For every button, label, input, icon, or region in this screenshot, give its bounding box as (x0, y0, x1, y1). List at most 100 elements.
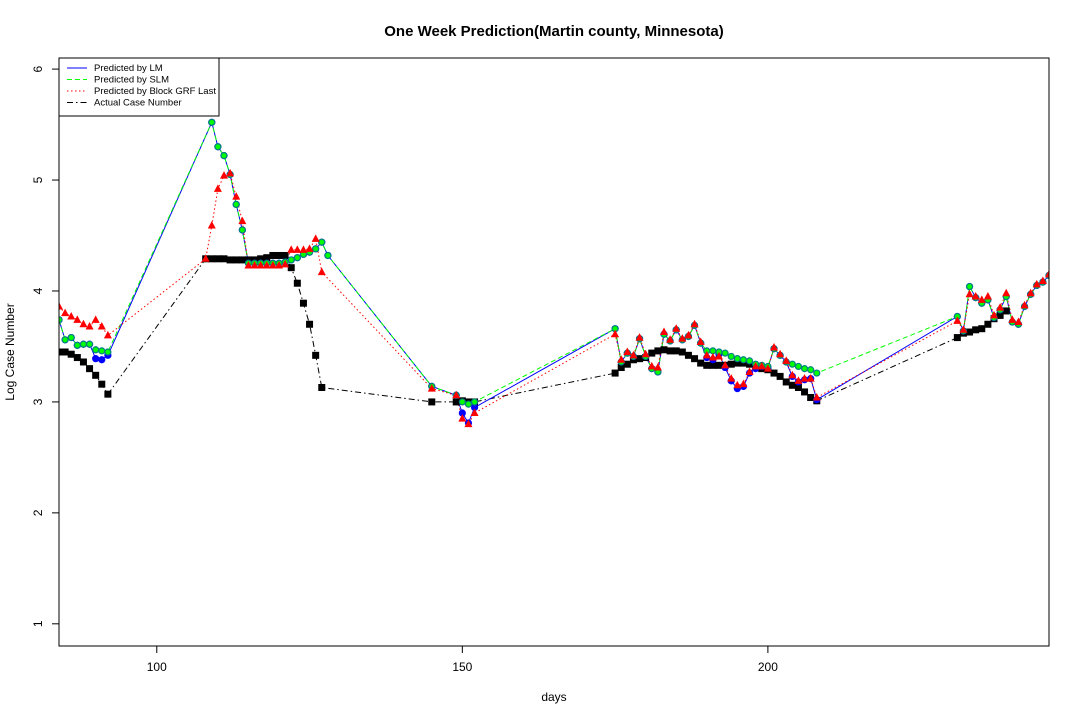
data-point (1014, 317, 1023, 326)
data-point (636, 355, 644, 363)
data-point (654, 347, 662, 355)
data-point (678, 334, 687, 342)
data-point (470, 403, 479, 412)
data-point (696, 337, 705, 346)
series-layer (59, 118, 1049, 428)
data-point (1032, 279, 1041, 288)
data-point (73, 341, 81, 349)
data-point (268, 260, 277, 269)
data-point (965, 289, 974, 298)
data-point (794, 362, 803, 371)
data-point (91, 315, 100, 323)
data-point (672, 324, 681, 332)
data-point (287, 264, 295, 272)
data-point (629, 350, 638, 359)
data-point (427, 384, 436, 392)
data-point (703, 361, 711, 369)
data-point (800, 365, 809, 373)
data-point (103, 330, 112, 339)
series-line (59, 255, 1007, 403)
data-point (214, 143, 222, 151)
data-point (690, 319, 699, 328)
data-point (617, 364, 625, 372)
data-point (739, 379, 748, 388)
data-point (966, 328, 974, 336)
data-point (953, 334, 961, 342)
data-point (61, 336, 69, 344)
data-point (807, 366, 815, 374)
data-point (458, 409, 466, 417)
data-point (85, 321, 94, 330)
data-point (262, 260, 271, 269)
data-point (287, 245, 296, 253)
data-point (782, 356, 791, 364)
data-point (977, 295, 986, 303)
data-point (617, 355, 626, 363)
data-point (812, 392, 821, 401)
data-point (972, 326, 980, 334)
data-point (751, 361, 760, 370)
data-point (959, 325, 968, 333)
data-point (318, 384, 326, 392)
data-point (788, 370, 797, 379)
data-point (250, 260, 259, 269)
plot-frame (58, 57, 1050, 647)
x-tick-label: 100 (147, 660, 167, 674)
data-point (59, 302, 63, 310)
legend-label: Actual Case Number (94, 98, 182, 109)
data-point (232, 192, 241, 200)
data-point (293, 279, 301, 287)
data-point (721, 349, 729, 357)
data-point (1020, 300, 1029, 309)
legend-label: Predicted by SLM (94, 75, 169, 86)
data-point (635, 333, 644, 341)
data-point (715, 351, 723, 360)
data-point (971, 292, 980, 300)
series-markers (59, 118, 1049, 408)
data-point (98, 380, 106, 388)
data-point (263, 254, 271, 262)
data-point (697, 359, 705, 367)
data-point (312, 351, 320, 359)
data-point (324, 251, 332, 260)
data-point (220, 152, 228, 160)
data-point (996, 303, 1005, 311)
chart-title: One Week Prediction(Martin county, Minne… (384, 23, 724, 40)
data-point (73, 315, 82, 323)
data-point (306, 320, 314, 328)
data-point (794, 384, 802, 392)
data-point (67, 333, 75, 342)
data-point (305, 244, 314, 252)
data-point (709, 361, 717, 369)
data-point (776, 349, 785, 358)
data-point (214, 255, 222, 263)
data-point (708, 353, 717, 361)
data-point (98, 347, 106, 355)
data-point (666, 347, 674, 355)
data-point (1045, 269, 1049, 278)
y-tick-label: 4 (31, 287, 45, 294)
data-point (458, 414, 467, 422)
data-point (611, 329, 620, 338)
data-point (691, 355, 699, 363)
data-point (244, 260, 253, 269)
data-point (709, 347, 717, 355)
data-point (653, 363, 662, 371)
data-point (312, 245, 320, 253)
data-point (782, 378, 790, 386)
x-tick-label: 150 (452, 660, 472, 674)
data-point (1038, 276, 1047, 284)
data-point (464, 400, 473, 408)
data-point (757, 361, 766, 370)
data-point (800, 374, 809, 382)
data-point (61, 348, 69, 356)
data-point (458, 398, 466, 406)
y-tick-label: 2 (31, 509, 45, 516)
series-line (59, 120, 1049, 425)
data-point (79, 358, 87, 366)
data-point (67, 350, 75, 358)
data-point (238, 216, 247, 225)
data-point (220, 255, 228, 263)
data-point (293, 254, 301, 262)
